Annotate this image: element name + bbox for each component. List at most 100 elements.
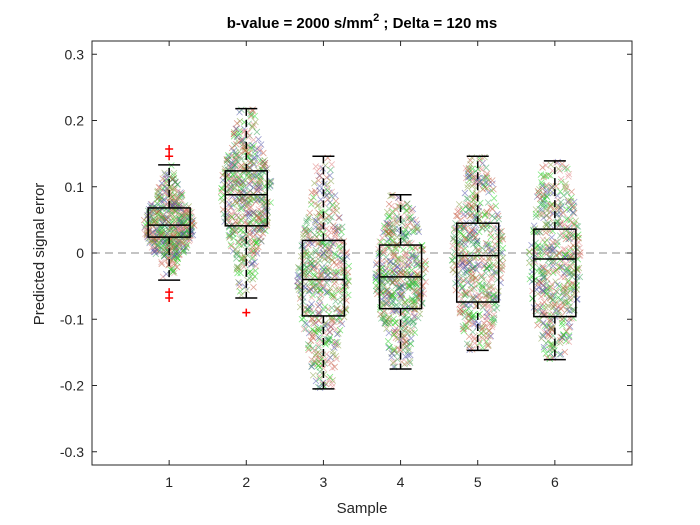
scatter-point [549, 267, 557, 275]
scatter-point [561, 298, 569, 305]
scatter-point [534, 302, 542, 309]
scatter-point [254, 153, 262, 160]
scatter-point [534, 307, 542, 315]
scatter-point [534, 188, 542, 195]
scatter-point [408, 296, 416, 304]
scatter-point [173, 263, 181, 271]
scatter-point [488, 212, 496, 220]
scatter-point [312, 190, 320, 197]
scatter-point [470, 333, 477, 341]
scatter-point [562, 163, 570, 171]
scatter-point [390, 331, 398, 338]
scatter-point [256, 160, 263, 167]
scatter-point [225, 202, 233, 210]
scatter-point [396, 284, 404, 292]
scatter-point [312, 377, 320, 385]
scatter-point [419, 282, 427, 289]
scatter-point [302, 227, 310, 235]
scatter-point [305, 233, 312, 240]
scatter-point [324, 187, 331, 194]
scatter-point [568, 188, 575, 196]
scatter-point [571, 228, 579, 236]
scatter-point [565, 235, 572, 243]
scatter-point [247, 112, 255, 120]
scatter-point [456, 262, 464, 269]
scatter-point [171, 245, 179, 252]
scatter-point [546, 316, 554, 324]
scatter-point [185, 213, 193, 221]
scatter-point [255, 243, 262, 251]
scatter-point [559, 232, 567, 240]
scatter-point [402, 312, 410, 319]
scatter-point [173, 253, 181, 261]
scatter-point [315, 341, 322, 349]
scatter-point [243, 244, 251, 252]
scatter-point [398, 310, 405, 317]
scatter-point [573, 286, 581, 293]
scatter-point [331, 338, 339, 346]
scatter-point [470, 180, 477, 187]
outlier-marker [165, 288, 174, 297]
scatter-point [487, 304, 494, 311]
scatter-point [235, 264, 243, 271]
scatter-point [260, 192, 268, 200]
scatter-point [395, 270, 403, 278]
scatter-point [462, 174, 470, 182]
scatter-point [234, 269, 241, 277]
scatter-point [490, 261, 497, 269]
scatter-point [230, 147, 237, 155]
scatter-point [499, 235, 507, 243]
scatter-cloud-6 [525, 158, 584, 363]
scatter-point [384, 338, 392, 345]
scatter-point [558, 273, 565, 281]
outlier-marker [165, 152, 174, 161]
scatter-point [239, 143, 247, 150]
scatter-point [178, 191, 186, 199]
scatter-point [237, 217, 245, 224]
scatter-point [563, 264, 570, 272]
scatter-point [540, 346, 548, 353]
scatter-point [465, 206, 473, 214]
scatter-point [411, 313, 418, 321]
scatter-point [230, 234, 237, 242]
scatter-point [327, 354, 334, 361]
box-group-3 [294, 154, 353, 391]
scatter-point [450, 235, 457, 242]
scatter-point [489, 286, 497, 293]
scatter-point [413, 281, 421, 289]
scatter-point [334, 268, 342, 276]
scatter-point [412, 274, 419, 282]
scatter-point [484, 342, 492, 350]
scatter-point [328, 213, 335, 221]
scatter-point [538, 206, 545, 213]
scatter-point [300, 233, 307, 241]
scatter-point [336, 225, 343, 232]
scatter-point [158, 225, 166, 232]
y-tick-label: -0.1 [60, 311, 84, 327]
scatter-point [388, 300, 396, 307]
scatter-point [530, 222, 538, 230]
scatter-point [323, 279, 331, 286]
scatter-point [233, 170, 240, 178]
scatter-point [311, 179, 318, 187]
scatter-point [536, 316, 544, 324]
scatter-point [396, 299, 403, 307]
scatter-point [468, 154, 476, 161]
scatter-point [388, 202, 395, 210]
scatter-point [565, 170, 573, 178]
scatter-point [300, 325, 308, 333]
scatter-point [558, 319, 566, 327]
box-group-2 [217, 106, 275, 317]
scatter-point [170, 253, 178, 260]
scatter-point [380, 309, 387, 316]
scatter-point [160, 253, 168, 260]
scatter-point [490, 292, 497, 299]
scatter-point [565, 332, 573, 339]
scatter-point [541, 309, 549, 316]
scatter-point [324, 266, 331, 274]
scatter-point [572, 217, 580, 225]
scatter-point [342, 282, 349, 290]
scatter-point [162, 171, 169, 178]
scatter-point [417, 294, 425, 302]
